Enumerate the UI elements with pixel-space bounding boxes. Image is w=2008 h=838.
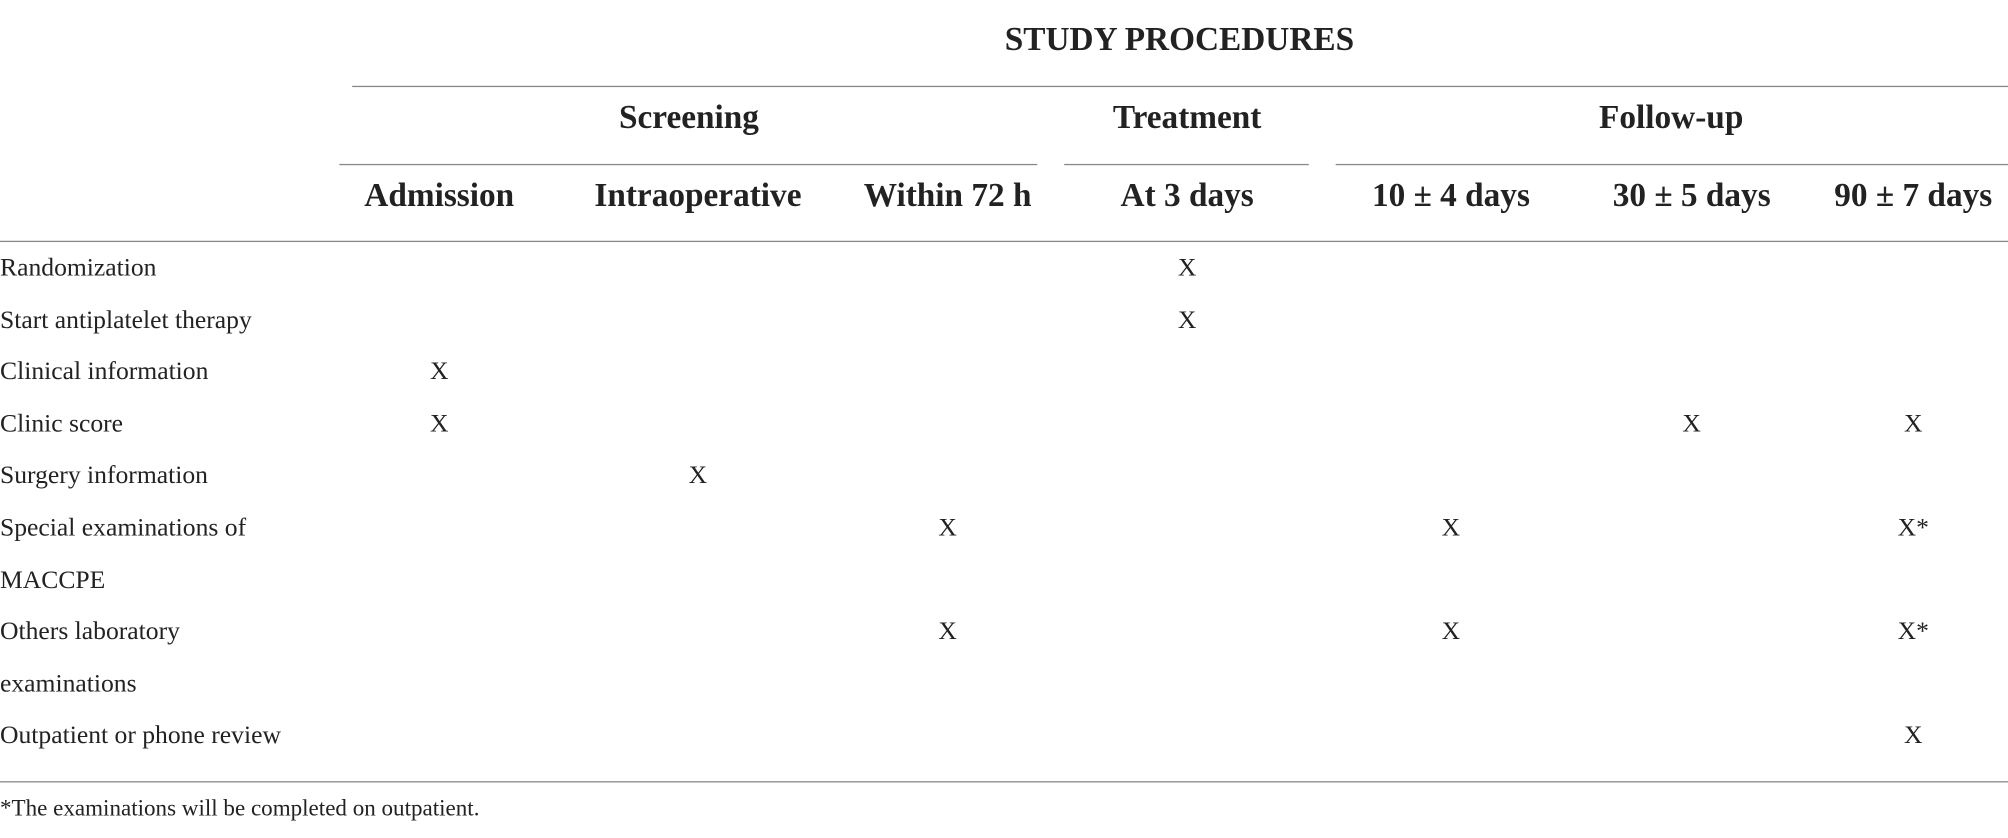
row-label: Clinical information <box>0 357 209 386</box>
column-header: Within 72 h <box>863 176 1032 214</box>
cell-mark: X <box>1441 617 1461 646</box>
rule <box>339 163 1038 166</box>
row-label: Randomization <box>0 253 157 282</box>
table-row: Clinical information X <box>0 346 2008 398</box>
rule <box>0 240 2008 243</box>
table-row: Surgery information X <box>0 450 2008 502</box>
table-body: Randomization X Start antiplatelet therapy… <box>0 242 2008 762</box>
cell-mark: X <box>688 461 708 490</box>
table-row: Others laboratory examinations X X X* <box>0 606 2008 710</box>
row-label: Others laboratory examinations <box>0 617 180 698</box>
table-row: Outpatient or phone review X <box>0 710 2008 762</box>
table-title: STUDY PROCEDURES <box>1004 20 1355 58</box>
column-header: 30 ± 5 days <box>1612 176 1771 214</box>
row-label: Outpatient or phone review <box>0 721 281 750</box>
cell-mark: X <box>1441 513 1461 542</box>
table-row: Randomization X <box>0 242 2008 294</box>
row-label: Surgery information <box>0 461 208 490</box>
group-header: Follow-up <box>1599 98 1744 136</box>
table-row: Special examinations of MACCPE X X X* <box>0 502 2008 606</box>
column-header: Admission <box>364 176 515 214</box>
column-header: 90 ± 7 days <box>1834 176 1993 214</box>
cell-mark: X <box>1177 305 1197 334</box>
cell-mark: X <box>938 617 957 646</box>
rule <box>0 781 2008 783</box>
rule <box>352 85 2008 88</box>
table-row: Start antiplatelet therapy X <box>0 294 2008 346</box>
row-label: Start antiplatelet therapy <box>0 305 252 334</box>
cell-mark: X <box>938 513 957 542</box>
cell-mark: X <box>1682 409 1701 438</box>
table-row: Clinic score X X X <box>0 398 2008 450</box>
group-header: Screening <box>618 98 759 136</box>
column-header: At 3 days <box>1120 176 1254 214</box>
row-label: Clinic score <box>0 409 124 438</box>
cell-mark: X <box>1903 721 1923 750</box>
column-header: 10 ± 4 days <box>1371 176 1530 214</box>
rule <box>1064 163 1309 166</box>
cell-mark: X <box>429 409 449 438</box>
row-label: Special examinations of MACCPE <box>0 513 247 594</box>
cell-mark: X <box>429 357 449 386</box>
cell-mark: X <box>1177 253 1197 282</box>
group-header: Treatment <box>1112 98 1262 136</box>
cell-mark: X <box>1903 409 1923 438</box>
rule <box>1335 163 2008 166</box>
cell-mark: X* <box>1897 513 1929 542</box>
cell-mark: X* <box>1897 617 1929 646</box>
footnote: *The examinations will be completed on o… <box>0 795 480 821</box>
column-header: Intraoperative <box>594 176 802 214</box>
